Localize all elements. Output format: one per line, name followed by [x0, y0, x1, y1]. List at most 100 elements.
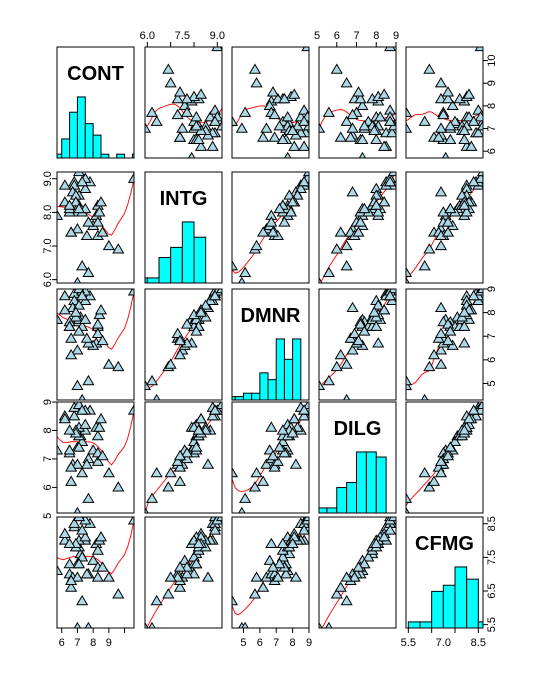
data-point [173, 449, 187, 461]
data-point [208, 524, 222, 535]
tick-label: 6 [486, 357, 498, 363]
tick-label: 8 [42, 427, 54, 433]
data-point [330, 588, 343, 599]
data-point [423, 360, 436, 372]
panel-dilg-vs-cfmg [405, 401, 484, 514]
data-point [164, 358, 177, 369]
histogram-bar [466, 578, 479, 628]
data-point [148, 621, 156, 628]
axis-right-cont: 6 7 8 9 10 [483, 54, 498, 154]
data-point [145, 374, 159, 386]
panel-frame [318, 401, 397, 514]
panel-frame [318, 288, 397, 401]
histogram-bar [336, 487, 348, 513]
data-point [271, 571, 284, 582]
panel-frame [318, 516, 397, 629]
data-point [180, 447, 194, 458]
histogram-bar [100, 153, 110, 158]
panel-intg-vs-cont [56, 171, 135, 284]
data-point [427, 348, 441, 360]
data-point [162, 481, 175, 492]
data-point [268, 461, 281, 472]
data-point [358, 557, 371, 569]
data-point [73, 276, 82, 283]
histogram-bar [92, 134, 102, 158]
histogram-bar [275, 338, 285, 400]
data-point [458, 337, 471, 348]
data-point [58, 527, 71, 538]
tick-label: 9 [106, 637, 112, 649]
data-point [352, 561, 365, 572]
data-point [96, 334, 109, 346]
data-point [370, 199, 383, 210]
data-point [266, 86, 280, 97]
data-point [188, 151, 196, 158]
data-point [80, 229, 93, 241]
data-point [206, 410, 219, 421]
histogram-bar [442, 584, 456, 628]
data-point [460, 206, 473, 217]
data-point [288, 412, 301, 424]
data-point [286, 124, 299, 135]
data-point [298, 410, 309, 421]
data-point [232, 259, 239, 271]
data-point [268, 108, 281, 120]
data-point [346, 122, 359, 133]
data-point [80, 458, 93, 469]
data-point [76, 404, 89, 415]
data-point [467, 175, 480, 187]
data-point [418, 115, 431, 126]
data-point [194, 140, 208, 151]
histogram-bar [346, 481, 358, 513]
data-point [302, 172, 309, 177]
panel-cont-vs-intg [144, 46, 223, 159]
data-point [173, 131, 187, 142]
panel-intg-vs-dmnr [231, 171, 310, 284]
data-point [298, 104, 309, 115]
data-point [127, 404, 134, 415]
data-point [421, 393, 429, 400]
data-point [76, 594, 89, 606]
data-point [448, 435, 462, 446]
data-point [319, 621, 323, 628]
tick-label: 9 [42, 399, 54, 405]
data-point [63, 320, 76, 331]
panel-frame [231, 516, 310, 629]
data-point [94, 196, 108, 207]
data-point [340, 115, 353, 126]
data-point [112, 360, 125, 372]
data-point [72, 202, 86, 214]
tick-label: 7.0 [436, 637, 451, 649]
data-point [265, 537, 278, 549]
tick-label: 8.5 [486, 516, 498, 531]
data-point [378, 304, 391, 315]
data-point [194, 88, 208, 99]
tick-label: 7 [273, 637, 279, 649]
data-point [352, 226, 365, 237]
tick-label: 8 [486, 310, 498, 316]
axis-left-dilg: 5 6 7 8 9 [42, 399, 57, 519]
data-point [164, 77, 177, 88]
data-point [432, 131, 445, 142]
data-point [72, 557, 86, 569]
panel-dmnr-vs-cfmg [405, 288, 484, 401]
data-point [257, 581, 270, 592]
data-point [248, 63, 262, 74]
variable-label-cfmg: CFMG [415, 533, 474, 555]
panel-cont-vs-dilg [318, 46, 397, 159]
data-point [434, 327, 448, 339]
data-point [171, 327, 184, 339]
data-point [76, 524, 89, 535]
data-point [57, 209, 64, 220]
data-point [276, 551, 289, 562]
data-point [418, 466, 431, 478]
data-point [441, 216, 455, 227]
data-point [441, 226, 455, 237]
data-point [346, 301, 359, 313]
data-point [102, 239, 115, 251]
data-point [268, 131, 281, 142]
data-point [173, 475, 187, 486]
panel-frame [231, 46, 310, 159]
data-point [91, 216, 104, 227]
